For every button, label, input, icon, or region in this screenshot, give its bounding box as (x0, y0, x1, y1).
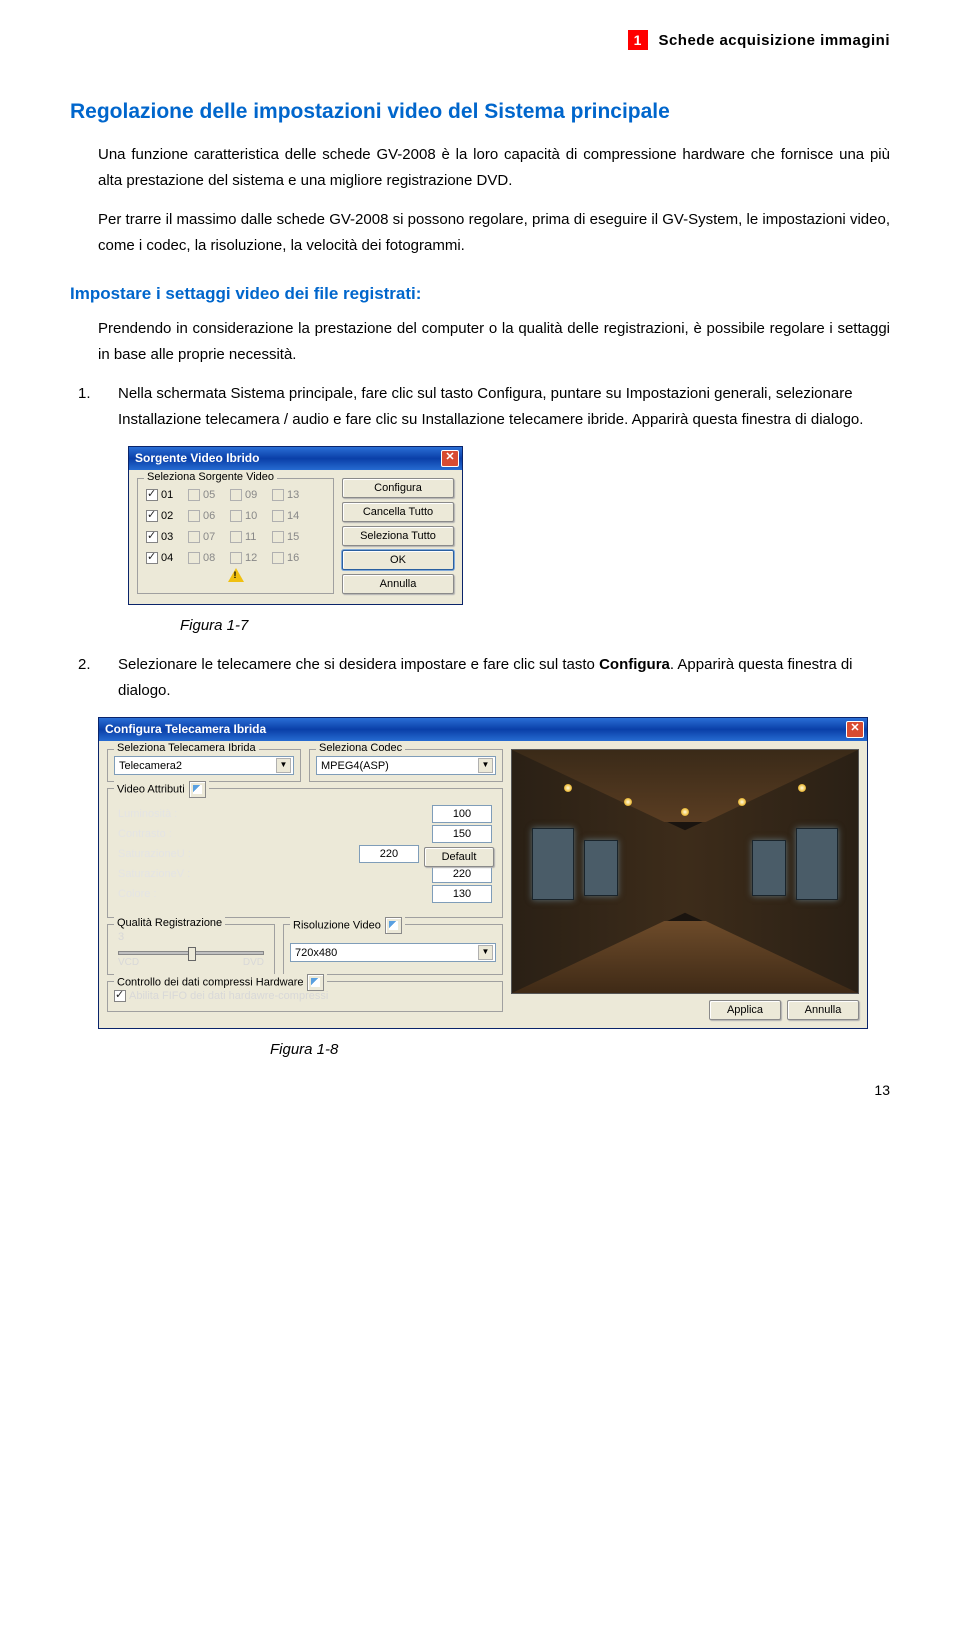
dialog-configura-telecamera: Configura Telecamera Ibrida ✕ Seleziona … (98, 717, 868, 1029)
camera-legend: Seleziona Telecamera Ibrida (114, 742, 259, 754)
step-2: 2.Selezionare le telecamere che si desid… (98, 652, 890, 703)
source-checkbox-06: 06 (188, 510, 230, 522)
source-checkbox-15: 15 (272, 531, 314, 543)
lum-input[interactable]: 100 (432, 805, 492, 823)
dialog2-title: Configura Telecamera Ibrida (105, 722, 266, 736)
preview-icon[interactable] (189, 781, 206, 798)
codec-select[interactable]: MPEG4(ASP) ▼ (316, 756, 496, 775)
seleziona-tutto-button[interactable]: Seleziona Tutto (342, 526, 454, 546)
fieldset-quality: Qualità Registrazione 3 VCD DVD (107, 924, 275, 975)
quality-value: 3 (114, 931, 268, 943)
dialog-sorgente-video: Sorgente Video Ibrido ✕ Seleziona Sorgen… (128, 446, 463, 605)
default-button[interactable]: Default (424, 847, 494, 867)
video-preview (511, 749, 859, 994)
step-1-text: Nella schermata Sistema principale, fare… (118, 385, 863, 428)
source-checkbox-10: 10 (230, 510, 272, 522)
camera-select[interactable]: Telecamera2 ▼ (114, 756, 294, 775)
fifo-label: Abilita FIFO dei dati hardawre-compressi (129, 990, 328, 1002)
quality-min: VCD (118, 957, 139, 968)
chevron-down-icon[interactable]: ▼ (276, 758, 291, 773)
section-title: Regolazione delle impostazioni video del… (70, 100, 890, 124)
ok-button[interactable]: OK (342, 550, 454, 570)
close-icon[interactable]: ✕ (441, 450, 459, 467)
source-checkbox-14: 14 (272, 510, 314, 522)
source-checkbox-13: 13 (272, 489, 314, 501)
annulla-button[interactable]: Annulla (787, 1000, 859, 1020)
camera-value: Telecamera2 (119, 760, 182, 772)
fieldset-attributi: Video Attributi Luminosità : 100 Contras… (107, 788, 503, 918)
quality-slider[interactable] (118, 951, 264, 955)
lum-label: Luminosità : (118, 808, 177, 820)
paragraph-2: Per trarre il massimo dalle schede GV-20… (98, 207, 890, 258)
step-2-bold: Configura (599, 656, 670, 673)
dialog1-title: Sorgente Video Ibrido (135, 451, 259, 465)
fieldset-resolution: Risoluzione Video 720x480 ▼ (283, 924, 503, 975)
source-checkbox-02[interactable]: 02 (146, 510, 188, 522)
source-checkbox-07: 07 (188, 531, 230, 543)
satv-label: SaturazioneV : (118, 868, 190, 880)
source-checkbox-11: 11 (230, 531, 272, 543)
subsection-title: Impostare i settaggi video dei file regi… (70, 284, 890, 304)
step-2-pre: Selezionare le telecamere che si desider… (118, 656, 599, 673)
codec-legend: Seleziona Codec (316, 742, 405, 754)
source-checkbox-12: 12 (230, 552, 272, 564)
fieldset-codec: Seleziona Codec MPEG4(ASP) ▼ (309, 749, 503, 782)
source-checkbox-08: 08 (188, 552, 230, 564)
col-input[interactable]: 130 (432, 885, 492, 903)
satu-input[interactable]: 220 (359, 845, 419, 863)
fieldset-hardware: Controllo dei dati compressi Hardware Ab… (107, 981, 503, 1012)
fifo-checkbox[interactable]: Abilita FIFO dei dati hardawre-compressi (114, 990, 328, 1002)
fieldset-camera: Seleziona Telecamera Ibrida Telecamera2 … (107, 749, 301, 782)
source-checkbox-05: 05 (188, 489, 230, 501)
figure-1-caption: Figura 1-7 (180, 617, 890, 634)
source-checkbox-01[interactable]: 01 (146, 489, 188, 501)
step-1: 1.Nella schermata Sistema principale, fa… (98, 381, 890, 432)
warning-icon[interactable] (228, 568, 244, 582)
quality-max: DVD (243, 957, 264, 968)
paragraph-1: Una funzione caratteristica delle schede… (98, 142, 890, 193)
source-checkbox-04[interactable]: 04 (146, 552, 188, 564)
fieldset-sorgente: Seleziona Sorgente Video 010509130206101… (137, 478, 334, 594)
satu-label: SaturazioneU : (118, 848, 191, 860)
dialog2-titlebar[interactable]: Configura Telecamera Ibrida ✕ (99, 718, 867, 741)
annulla-button[interactable]: Annulla (342, 574, 454, 594)
source-checkbox-16: 16 (272, 552, 314, 564)
figure-2-caption: Figura 1-8 (270, 1041, 890, 1058)
cancella-tutto-button[interactable]: Cancella Tutto (342, 502, 454, 522)
source-checkbox-09: 09 (230, 489, 272, 501)
chapter-title: Schede acquisizione immagini (658, 32, 890, 49)
chapter-number: 1 (628, 30, 648, 50)
chapter-header: 1 Schede acquisizione immagini (70, 30, 890, 50)
con-label: Contrasto : (118, 828, 172, 840)
page-number: 13 (70, 1082, 890, 1098)
chevron-down-icon[interactable]: ▼ (478, 758, 493, 773)
preview-icon[interactable] (385, 917, 402, 934)
configura-button[interactable]: Configura (342, 478, 454, 498)
col-label: Colore : (118, 888, 157, 900)
hw-legend: Controllo dei dati compressi Hardware (114, 974, 327, 991)
chevron-down-icon[interactable]: ▼ (478, 945, 493, 960)
codec-value: MPEG4(ASP) (321, 760, 389, 772)
source-checkbox-03[interactable]: 03 (146, 531, 188, 543)
applica-button[interactable]: Applica (709, 1000, 781, 1020)
resolution-legend: Risoluzione Video (290, 917, 405, 934)
quality-legend: Qualità Registrazione (114, 917, 225, 929)
con-input[interactable]: 150 (432, 825, 492, 843)
close-icon[interactable]: ✕ (846, 721, 864, 738)
paragraph-3: Prendendo in considerazione la prestazio… (98, 316, 890, 367)
resolution-select[interactable]: 720x480 ▼ (290, 943, 496, 962)
resolution-value: 720x480 (295, 947, 337, 959)
dialog1-titlebar[interactable]: Sorgente Video Ibrido ✕ (129, 447, 462, 470)
satv-input[interactable]: 220 (432, 865, 492, 883)
attributi-legend: Video Attributi (114, 781, 209, 798)
fieldset-legend: Seleziona Sorgente Video (144, 471, 277, 483)
preview-icon[interactable] (307, 974, 324, 991)
